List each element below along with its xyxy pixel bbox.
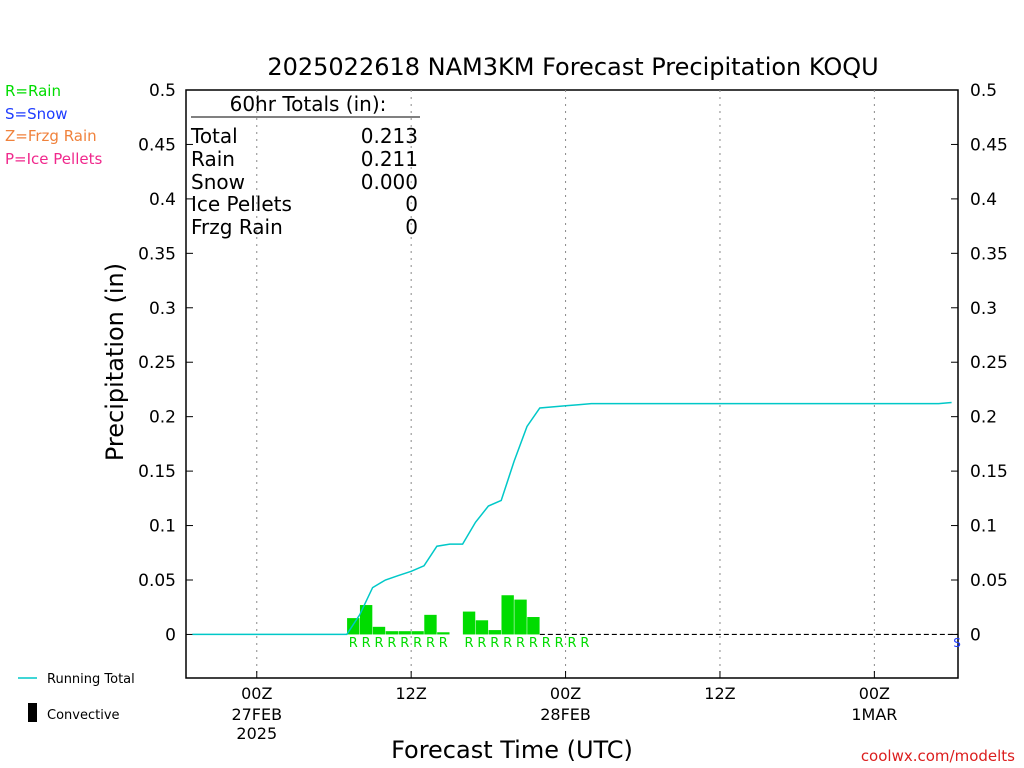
precip-type-legend: R=Rain S=Snow Z=Frzg Rain P=Ice Pellets [5, 82, 102, 168]
totals-total-label: Total [190, 124, 238, 148]
precip-bar [488, 630, 501, 635]
y-tick-label-left: 0.2 [149, 408, 176, 428]
y-tick-label-right: 0.05 [970, 571, 1008, 591]
precip-type-marker: R [465, 636, 474, 651]
y-tick-label-left: 0.05 [138, 571, 176, 591]
y-tick-label-right: 0.2 [970, 408, 997, 428]
chart-title: 2025022618 NAM3KM Forecast Precipitation… [267, 53, 878, 81]
y-axis-left: 0 0.05 0.1 0.15 0.2 0.25 0.3 0.35 0.4 0.45 0.5 [138, 81, 193, 645]
y-tick-label-right: 0 [970, 625, 981, 645]
legend-rain: R=Rain [5, 82, 61, 100]
precip-type-marker: R [555, 636, 564, 651]
x-gridlines [256, 90, 875, 678]
series-legend: Running Total Convective [18, 672, 135, 723]
precip-bar [372, 626, 386, 635]
x-tick-label: 00Z [550, 684, 581, 703]
y-tick-label-left: 0.15 [138, 462, 176, 482]
precip-bar [411, 631, 424, 635]
x-axis-label: Forecast Time (UTC) [391, 736, 633, 764]
precip-type-marker: R [374, 636, 383, 651]
precip-type-marker: R [580, 636, 589, 651]
y-tick-label-right: 0.45 [970, 135, 1008, 155]
y-tick-label-left: 0.5 [149, 81, 176, 101]
y-tick-label-right: 0.15 [970, 462, 1008, 482]
credit-text: coolwx.com/modelts [861, 747, 1015, 765]
precip-type-marker: R [426, 636, 435, 651]
y-tick-label-left: 0.35 [138, 244, 176, 264]
precip-type-marker: R [439, 636, 448, 651]
totals-rain-label: Rain [191, 147, 235, 171]
x-tick-date-label: 28FEB [540, 705, 591, 724]
precip-type-marker: R [542, 636, 551, 651]
y-tick-label-left: 0.3 [149, 299, 176, 319]
y-tick-label-right: 0.4 [970, 190, 997, 210]
precip-type-marker: R [349, 636, 358, 651]
precip-bar [398, 631, 411, 635]
y-axis-label: Precipitation (in) [101, 263, 129, 461]
x-tick-label: 00Z [859, 684, 890, 703]
y-tick-label-left: 0.45 [138, 135, 176, 155]
y-tick-label-right: 0.3 [970, 299, 997, 319]
totals-box: 60hr Totals (in): Total 0.213 Rain 0.211… [190, 92, 420, 239]
precip-bar [437, 632, 450, 635]
convective-legend-swatch [28, 703, 37, 722]
precip-bar [359, 605, 373, 635]
x-tick-label: 12Z [704, 684, 735, 703]
legend-snow: S=Snow [5, 105, 68, 123]
precip-type-marker: R [477, 636, 486, 651]
totals-snow-value: 0.000 [361, 170, 418, 194]
y-tick-label-right: 0.25 [970, 353, 1008, 373]
totals-ice-label: Ice Pellets [191, 192, 292, 216]
precip-bar [514, 599, 527, 635]
totals-snow-label: Snow [191, 170, 245, 194]
precip-type-marker: R [529, 636, 538, 651]
running-total-line [192, 401, 952, 636]
precip-bar [475, 620, 489, 635]
y-tick-label-right: 0.35 [970, 244, 1008, 264]
y-tick-label-right: 0.1 [970, 517, 997, 537]
precip-bar [462, 611, 476, 635]
running-total-legend-label: Running Total [47, 672, 135, 687]
precip-type-marker: R [567, 636, 576, 651]
x-tick-year-label: 2025 [236, 724, 277, 743]
x-tick-date-label: 1MAR [851, 705, 897, 724]
precip-bar [424, 614, 437, 635]
x-tick-label: 00Z [241, 684, 272, 703]
precip-type-marker: R [362, 636, 371, 651]
legend-ice-pellets: P=Ice Pellets [5, 150, 102, 168]
y-tick-label-left: 0.1 [149, 517, 176, 537]
precip-type-marker: R [400, 636, 409, 651]
totals-heading: 60hr Totals (in): [230, 92, 387, 116]
precip-type-marker: R [516, 636, 525, 651]
precip-type-marker: R [413, 636, 422, 651]
x-tick-label: 12Z [396, 684, 427, 703]
totals-frzg-label: Frzg Rain [191, 215, 283, 239]
y-tick-label-left: 0.25 [138, 353, 176, 373]
snow-marker: S [953, 636, 961, 650]
y-axis-right: 0 0.05 0.1 0.15 0.2 0.25 0.3 0.35 0.4 0.45 0.5 [951, 81, 1008, 645]
y-tick-label-left: 0.4 [149, 190, 176, 210]
totals-rain-value: 0.211 [361, 147, 418, 171]
precip-bars [347, 595, 540, 635]
precip-type-marker: R [503, 636, 512, 651]
legend-frzg-rain: Z=Frzg Rain [5, 127, 97, 145]
precip-bar [385, 631, 399, 635]
x-tick-date-label: 27FEB [231, 705, 282, 724]
totals-ice-value: 0 [405, 192, 418, 216]
y-tick-label-right: 0.5 [970, 81, 997, 101]
precip-bar [501, 595, 514, 635]
y-tick-label-left: 0 [165, 625, 176, 645]
convective-legend-label: Convective [47, 708, 120, 723]
precip-type-marker: R [490, 636, 499, 651]
precip-bar [527, 617, 540, 635]
totals-frzg-value: 0 [405, 215, 418, 239]
totals-total-value: 0.213 [361, 124, 418, 148]
plot-area [185, 89, 959, 679]
precip-type-marker: R [387, 636, 396, 651]
